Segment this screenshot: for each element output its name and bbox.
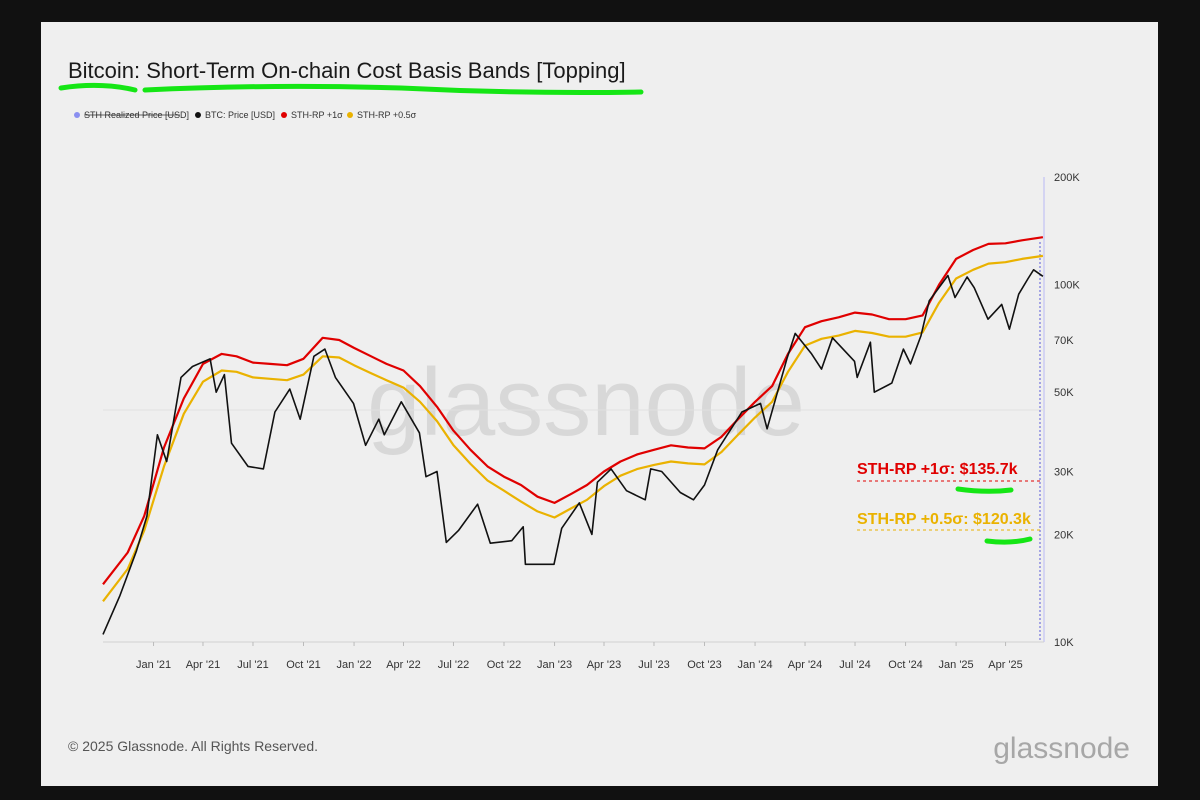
x-tick-label: Jul '21: [237, 659, 268, 671]
x-tick-label: Oct '21: [286, 659, 321, 671]
x-tick-label: Apr '21: [186, 659, 221, 671]
annotation-label: STH-RP +0.5σ: $120.3k: [857, 511, 1031, 528]
annotation-sth-rp-plus-1-sigma: STH-RP +1σ: $135.7k: [857, 461, 1040, 494]
legend-swatch: [347, 112, 353, 118]
x-tick-label: Jan '23: [537, 659, 572, 671]
x-tick-label: Apr '22: [386, 659, 421, 671]
legend-item-btc-price[interactable]: BTC: Price [USD]: [195, 110, 275, 120]
chart: glassnode Bitcoin: Short-Term On-chain C…: [58, 58, 1130, 765]
y-axis-ticks: 10K 20K 30K 50K 70K 100K 200K: [1054, 172, 1080, 649]
x-tick-label: Jan '24: [737, 659, 772, 671]
title-underline-highlight: [58, 82, 138, 93]
x-axis-ticks: Jan '21 Apr '21 Jul '21 Oct '21 Jan '22 Apr '…: [136, 642, 1023, 671]
series-layer: [102, 236, 1044, 635]
legend-item-sth-realized-price[interactable]: STH Realized Price [USD]: [74, 110, 189, 120]
chart-card: glassnode Bitcoin: Short-Term On-chain C…: [41, 22, 1158, 786]
legend-label: STH-RP +0.5σ: [357, 110, 417, 120]
x-tick-label: Apr '24: [788, 659, 823, 671]
legend: STH Realized Price [USD] BTC: Price [USD…: [74, 110, 417, 120]
x-tick-label: Apr '25: [988, 659, 1023, 671]
y-tick-label: 200K: [1054, 172, 1080, 184]
x-tick-label: Jan '22: [336, 659, 371, 671]
legend-swatch: [195, 112, 201, 118]
legend-swatch: [281, 112, 287, 118]
legend-item-sth-rp-plus-0-5-sigma[interactable]: STH-RP +0.5σ: [347, 110, 417, 120]
y-tick-label: 70K: [1054, 335, 1074, 347]
annotation-highlight: [955, 486, 1014, 494]
y-tick-label: 100K: [1054, 280, 1080, 292]
x-tick-label: Jul '24: [839, 659, 870, 671]
series-line-btc-price: [102, 269, 1044, 635]
y-tick-label: 20K: [1054, 529, 1074, 541]
annotation-label: STH-RP +1σ: $135.7k: [857, 461, 1018, 478]
legend-item-sth-rp-plus-1-sigma[interactable]: STH-RP +1σ: [281, 110, 343, 120]
x-tick-label: Jan '25: [939, 659, 974, 671]
watermark: glassnode: [367, 349, 805, 456]
footer-copyright: © 2025 Glassnode. All Rights Reserved.: [68, 738, 318, 754]
x-tick-label: Jan '21: [136, 659, 171, 671]
x-tick-label: Oct '23: [687, 659, 722, 671]
x-tick-label: Oct '22: [487, 659, 522, 671]
title-underline-highlight: [142, 83, 644, 95]
y-tick-label: 50K: [1054, 387, 1074, 399]
x-tick-label: Apr '23: [587, 659, 622, 671]
chart-title: Bitcoin: Short-Term On-chain Cost Basis …: [68, 58, 626, 83]
series-line-sth-rp-plus-1s: [102, 236, 1044, 585]
x-tick-label: Oct '24: [888, 659, 923, 671]
y-tick-label: 10K: [1054, 637, 1074, 649]
x-tick-label: Jul '23: [638, 659, 669, 671]
annotation-sth-rp-plus-0-5-sigma: STH-RP +0.5σ: $120.3k: [857, 511, 1040, 545]
legend-label: BTC: Price [USD]: [205, 110, 275, 120]
y-tick-label: 30K: [1054, 466, 1074, 478]
x-tick-label: Jul '22: [438, 659, 469, 671]
annotation-highlight: [984, 536, 1033, 545]
legend-swatch: [74, 112, 80, 118]
footer-logo: glassnode: [993, 732, 1130, 765]
legend-label: STH-RP +1σ: [291, 110, 343, 120]
